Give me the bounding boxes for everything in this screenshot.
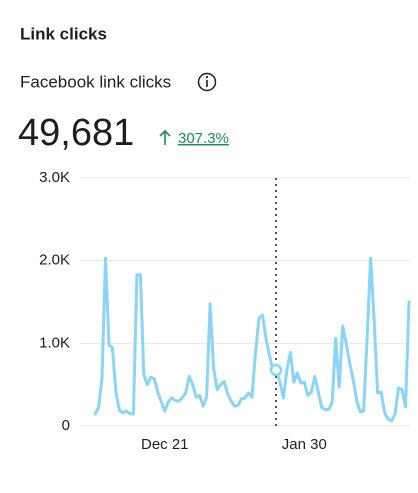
y-tick-label: 3.0K [39, 169, 70, 186]
y-tick-label: 1.0K [39, 334, 70, 351]
series-line [93, 256, 411, 423]
change-value[interactable]: 307.3% [178, 130, 229, 147]
metric-name: Facebook link clicks [20, 72, 171, 91]
x-tick-label: Jan 30 [282, 436, 327, 453]
total-value: 49,681 [18, 112, 134, 154]
plot-area: 0 1.0K 2.0K 3.0K Dec 21 Jan 30 [39, 169, 411, 453]
y-tick-label: 2.0K [39, 252, 70, 269]
info-icon[interactable] [197, 72, 217, 92]
hover-marker [269, 363, 283, 377]
x-tick-label: Dec 21 [141, 436, 189, 453]
arrow-head [159, 129, 171, 137]
info-circle[interactable] [197, 72, 217, 92]
y-tick-label: 0 [62, 417, 70, 434]
info-dot [205, 75, 209, 79]
panel-title: Link clicks [20, 24, 107, 43]
up-arrow [159, 129, 171, 145]
